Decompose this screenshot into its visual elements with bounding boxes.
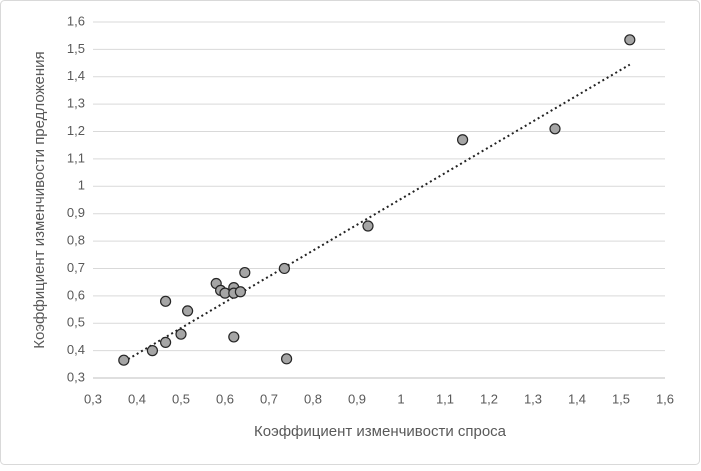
x-tick-label: 1 — [397, 391, 404, 406]
x-tick-label: 0,6 — [216, 391, 234, 406]
point — [239, 266, 251, 279]
x-tick-label: 0,4 — [128, 391, 146, 406]
x-tick-label: 0,3 — [84, 391, 102, 406]
y-tick-label: 1,1 — [67, 150, 85, 165]
point — [549, 123, 561, 135]
point — [624, 34, 636, 46]
point — [118, 354, 130, 366]
y-tick-label: 1,4 — [67, 68, 85, 83]
point — [281, 353, 293, 365]
y-tick-label: 0,7 — [67, 260, 85, 275]
x-tick-label: 1,1 — [436, 391, 454, 406]
x-tick-label: 0,7 — [260, 391, 278, 406]
y-tick-label: 0,4 — [67, 342, 85, 357]
point — [175, 328, 187, 340]
x-tick-label: 1,3 — [524, 391, 542, 406]
x-tick-label: 1,4 — [568, 391, 586, 406]
y-tick-label: 1,6 — [67, 13, 85, 28]
point — [160, 336, 172, 348]
x-tick-label: 0,9 — [348, 391, 366, 406]
point — [228, 331, 240, 343]
point — [362, 220, 374, 232]
x-tick-label: 0,8 — [304, 391, 322, 406]
x-tick-label: 1,6 — [656, 391, 674, 406]
point — [234, 286, 246, 298]
y-tick-label: 1,2 — [67, 123, 85, 138]
point — [278, 262, 290, 275]
x-tick-label: 0,5 — [172, 391, 190, 406]
x-tick-label: 1,5 — [612, 391, 630, 406]
point — [182, 305, 194, 317]
y-tick-label: 0,6 — [67, 287, 85, 302]
y-tick-label: 1,5 — [67, 41, 85, 56]
y-axis-title: Коэффициент изменчивости предложения — [31, 51, 48, 348]
x-tick-label: 1,2 — [480, 391, 498, 406]
y-tick-label: 0,8 — [67, 233, 85, 248]
point — [457, 134, 469, 146]
y-tick-label: 0,5 — [67, 315, 85, 330]
point — [160, 295, 172, 307]
y-tick-label: 0,3 — [67, 369, 85, 384]
y-tick-label: 1,3 — [67, 96, 85, 111]
y-tick-label: 0,9 — [67, 205, 85, 220]
point — [146, 345, 158, 357]
x-axis-title: Коэффициент изменчивости спроса — [254, 423, 507, 440]
y-tick-label: 1 — [78, 178, 85, 193]
